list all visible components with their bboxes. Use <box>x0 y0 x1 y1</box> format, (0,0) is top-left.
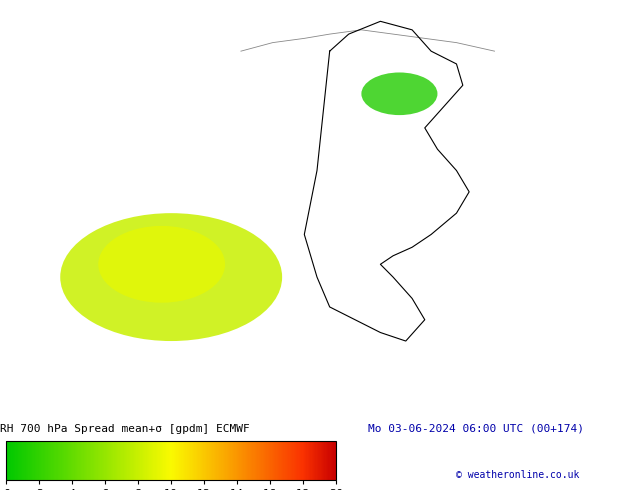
Ellipse shape <box>60 213 282 341</box>
Ellipse shape <box>361 73 437 115</box>
Text: RH 700 hPa Spread mean+σ [gpdm] ECMWF: RH 700 hPa Spread mean+σ [gpdm] ECMWF <box>0 424 250 434</box>
Ellipse shape <box>98 226 225 303</box>
Text: © weatheronline.co.uk: © weatheronline.co.uk <box>456 470 580 480</box>
Text: Mo 03-06-2024 06:00 UTC (00+174): Mo 03-06-2024 06:00 UTC (00+174) <box>368 424 584 434</box>
